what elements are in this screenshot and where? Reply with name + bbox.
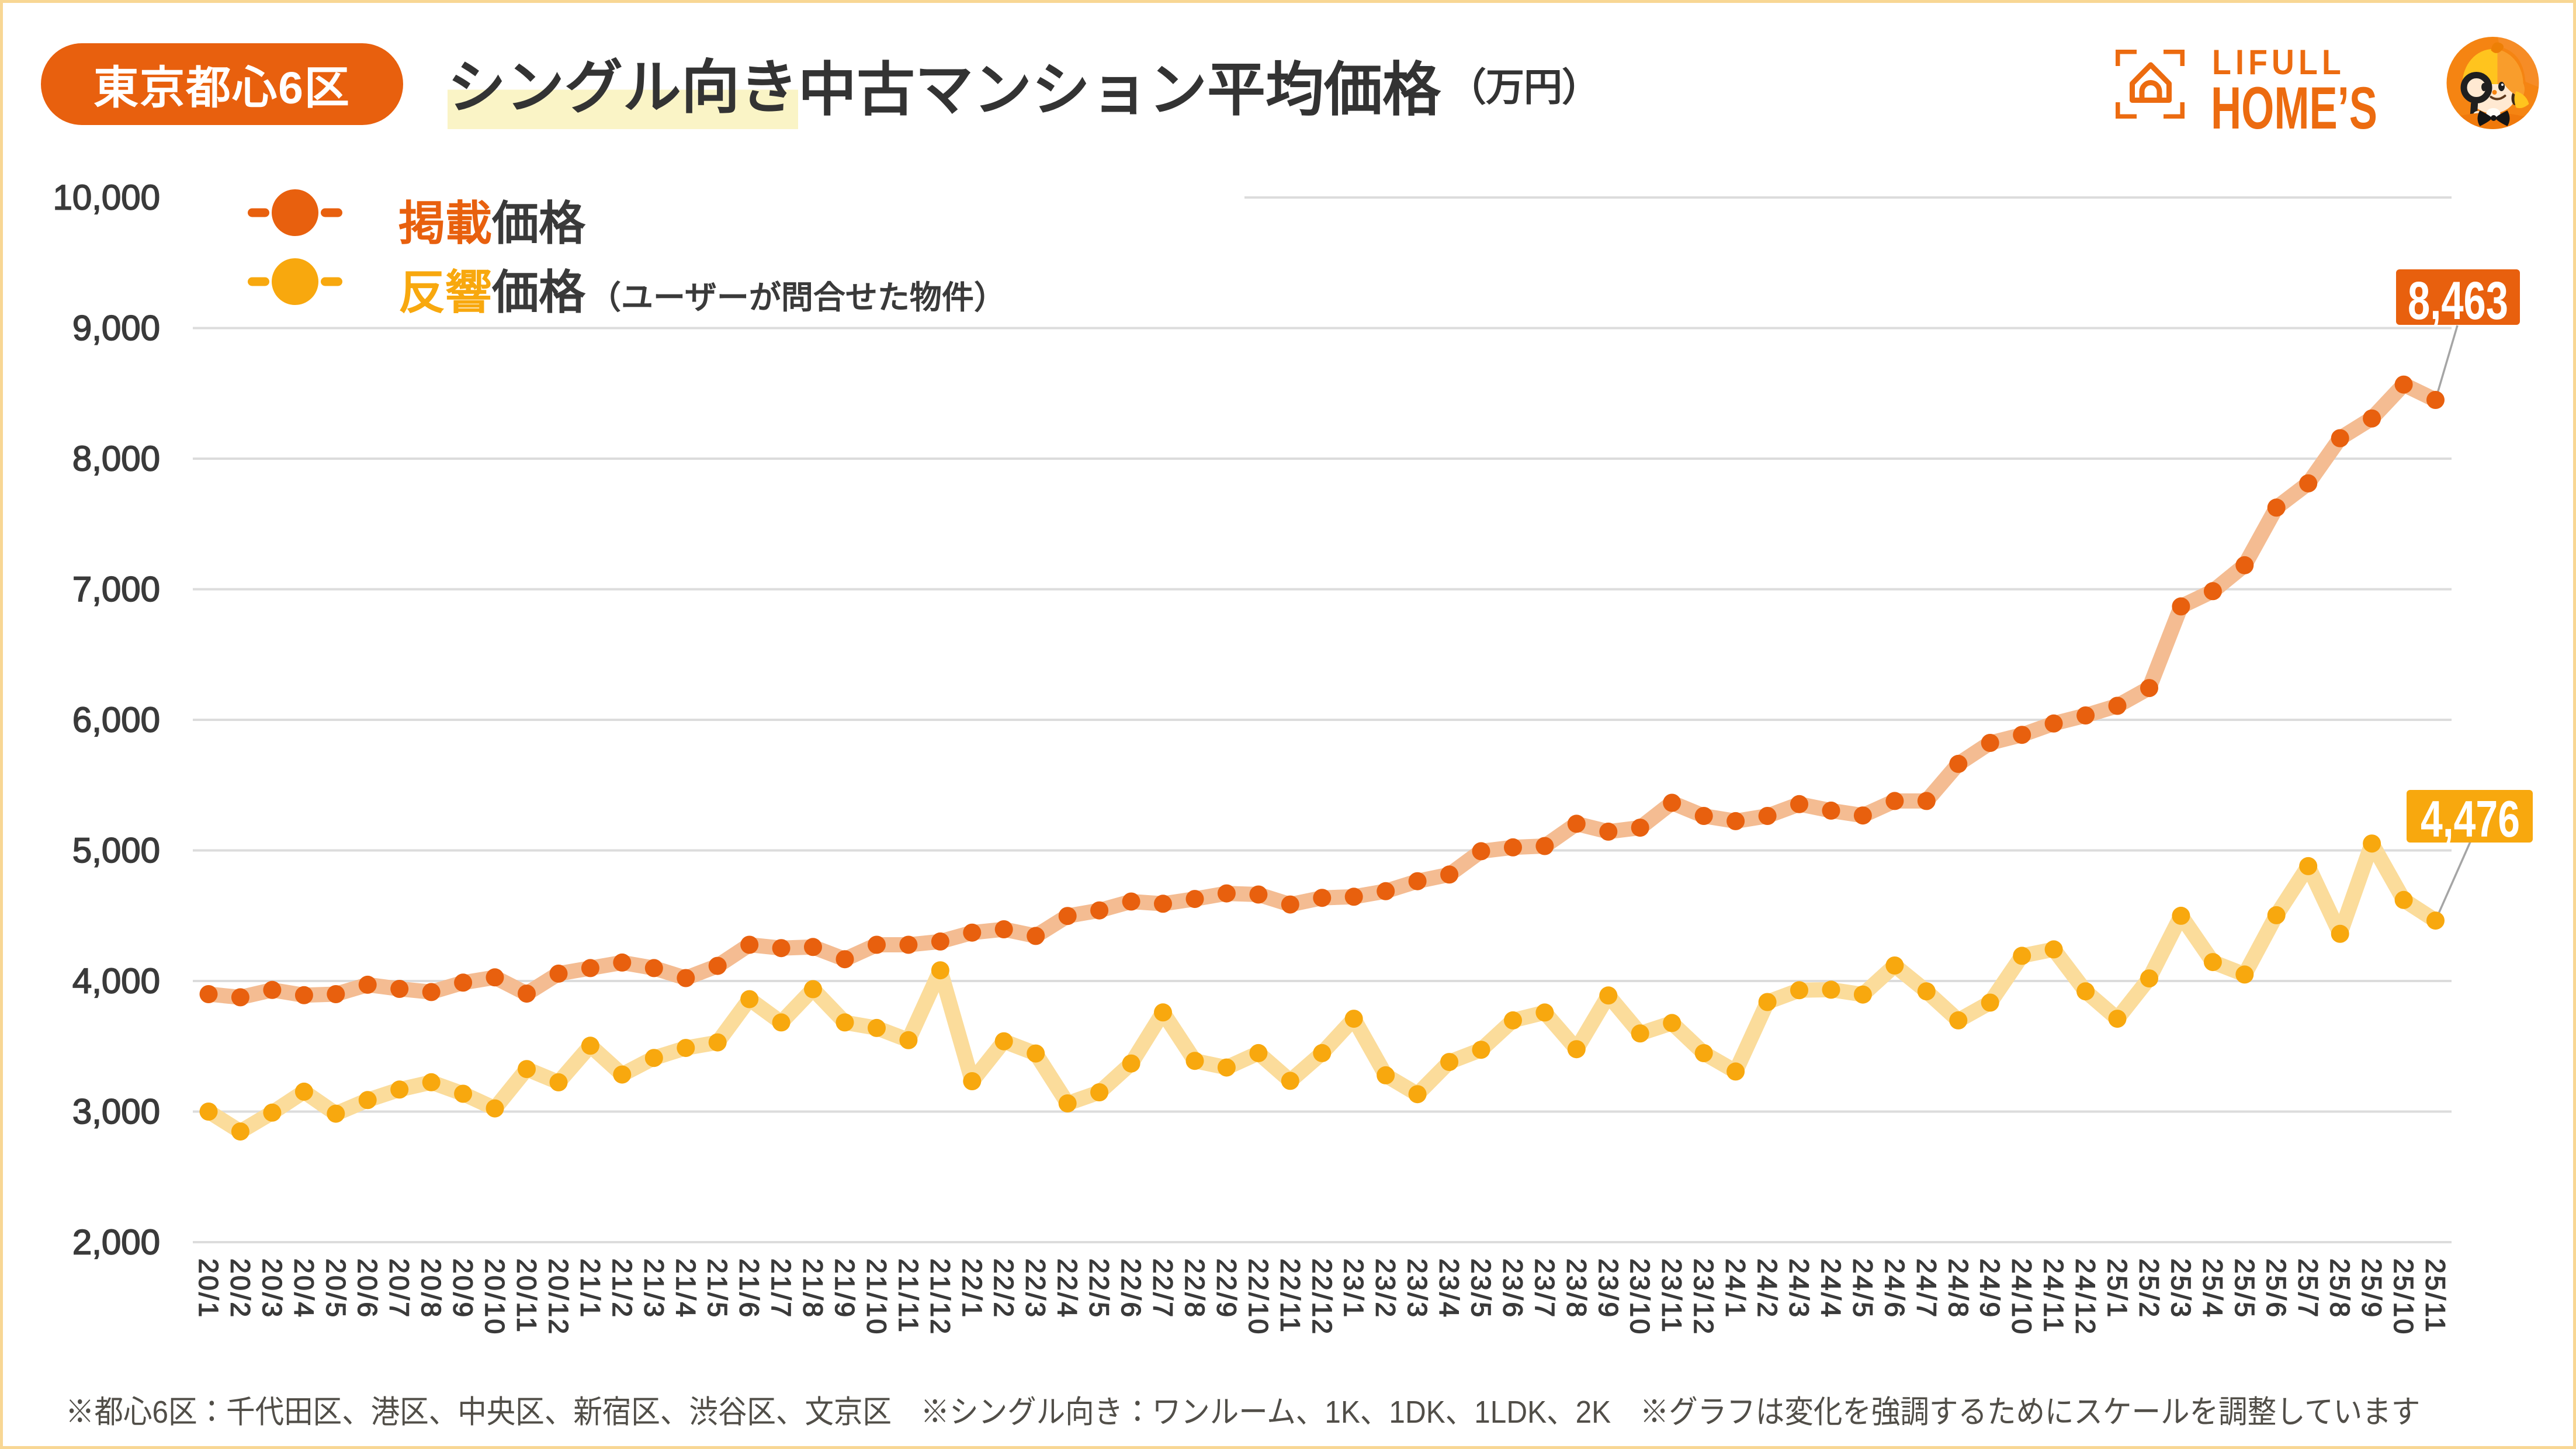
svg-text:25/5: 25/5 [2230,1259,2260,1319]
svg-text:21/3: 21/3 [639,1259,669,1319]
svg-text:24/8: 24/8 [1943,1259,1974,1319]
svg-text:23/12: 23/12 [1689,1259,1719,1336]
svg-text:23/4: 23/4 [1434,1259,1465,1319]
svg-text:8,000: 8,000 [72,439,160,479]
svg-text:21/1: 21/1 [575,1259,605,1319]
svg-text:23/2: 23/2 [1371,1259,1401,1319]
svg-text:20/7: 20/7 [384,1259,415,1319]
svg-text:20/10: 20/10 [480,1259,510,1336]
svg-text:2,000: 2,000 [72,1223,160,1262]
svg-text:10,000: 10,000 [53,178,160,217]
svg-text:22/3: 22/3 [1021,1259,1051,1319]
svg-text:22/12: 22/12 [1307,1259,1337,1336]
svg-text:25/8: 25/8 [2325,1259,2355,1319]
svg-text:22/7: 22/7 [1148,1259,1178,1319]
svg-text:20/1: 20/1 [193,1259,224,1319]
svg-text:24/2: 24/2 [1752,1259,1783,1319]
svg-text:24/10: 24/10 [2007,1259,2037,1336]
svg-text:23/7: 23/7 [1530,1259,1560,1319]
svg-text:22/11: 22/11 [1275,1259,1305,1334]
svg-text:24/11: 24/11 [2038,1259,2069,1334]
svg-text:24/7: 24/7 [1911,1259,1941,1319]
svg-text:23/9: 23/9 [1593,1259,1624,1319]
svg-text:24/9: 24/9 [1975,1259,2005,1319]
svg-text:20/3: 20/3 [257,1259,287,1319]
svg-text:22/6: 22/6 [1116,1259,1146,1319]
svg-text:24/12: 24/12 [2071,1259,2101,1336]
svg-text:3,000: 3,000 [72,1092,160,1131]
svg-text:23/5: 23/5 [1466,1259,1496,1319]
svg-text:4,476: 4,476 [2421,790,2520,848]
svg-text:23/1: 23/1 [1339,1259,1369,1319]
svg-text:21/10: 21/10 [862,1259,892,1336]
svg-text:4,000: 4,000 [72,962,160,1001]
svg-text:25/7: 25/7 [2293,1259,2324,1319]
svg-text:20/11: 20/11 [512,1259,542,1334]
svg-text:25/1: 25/1 [2102,1259,2133,1319]
svg-text:20/9: 20/9 [448,1259,479,1319]
svg-text:21/6: 21/6 [734,1259,765,1319]
svg-text:24/4: 24/4 [1816,1259,1846,1319]
svg-text:20/6: 20/6 [352,1259,383,1319]
svg-text:24/3: 24/3 [1784,1259,1815,1319]
svg-text:23/3: 23/3 [1402,1259,1433,1319]
svg-text:25/9: 25/9 [2357,1259,2387,1319]
svg-text:25/4: 25/4 [2197,1259,2228,1319]
svg-text:20/5: 20/5 [321,1259,351,1319]
svg-text:20/8: 20/8 [416,1259,446,1319]
svg-text:22/9: 22/9 [1211,1259,1242,1319]
svg-text:5,000: 5,000 [72,831,160,870]
svg-text:21/11: 21/11 [893,1259,924,1334]
svg-text:21/9: 21/9 [830,1259,860,1319]
svg-text:22/2: 22/2 [989,1259,1019,1319]
svg-text:21/5: 21/5 [702,1259,733,1319]
svg-text:22/4: 22/4 [1052,1259,1083,1319]
svg-text:21/7: 21/7 [766,1259,796,1319]
svg-text:25/2: 25/2 [2134,1259,2165,1319]
svg-text:7,000: 7,000 [72,570,160,609]
svg-text:25/10: 25/10 [2388,1259,2419,1336]
svg-text:25/3: 25/3 [2166,1259,2196,1319]
svg-text:22/8: 22/8 [1180,1259,1210,1319]
svg-text:23/10: 23/10 [1625,1259,1655,1336]
svg-text:23/6: 23/6 [1498,1259,1528,1319]
svg-text:22/5: 22/5 [1084,1259,1115,1319]
svg-text:LIFULL: LIFULL [2212,43,2345,82]
svg-text:23/11: 23/11 [1657,1259,1687,1334]
svg-text:22/1: 22/1 [957,1259,987,1319]
svg-text:25/11: 25/11 [2421,1259,2451,1334]
svg-text:21/2: 21/2 [607,1259,637,1319]
svg-text:20/4: 20/4 [289,1259,319,1319]
svg-text:25/6: 25/6 [2261,1259,2291,1319]
svg-text:23/8: 23/8 [1561,1259,1592,1319]
svg-text:9,000: 9,000 [72,308,160,348]
svg-text:21/4: 21/4 [671,1259,701,1319]
svg-text:21/12: 21/12 [925,1259,955,1336]
svg-text:21/8: 21/8 [798,1259,828,1319]
svg-text:20/2: 20/2 [225,1259,255,1319]
svg-text:20/12: 20/12 [543,1259,574,1336]
svg-text:8,463: 8,463 [2408,271,2508,331]
svg-text:HOME’S: HOME’S [2211,75,2377,141]
svg-text:22/10: 22/10 [1243,1259,1274,1336]
svg-text:24/1: 24/1 [1721,1259,1751,1319]
svg-text:24/5: 24/5 [1847,1259,1878,1319]
svg-text:6,000: 6,000 [72,701,160,740]
svg-text:24/6: 24/6 [1880,1259,1910,1319]
